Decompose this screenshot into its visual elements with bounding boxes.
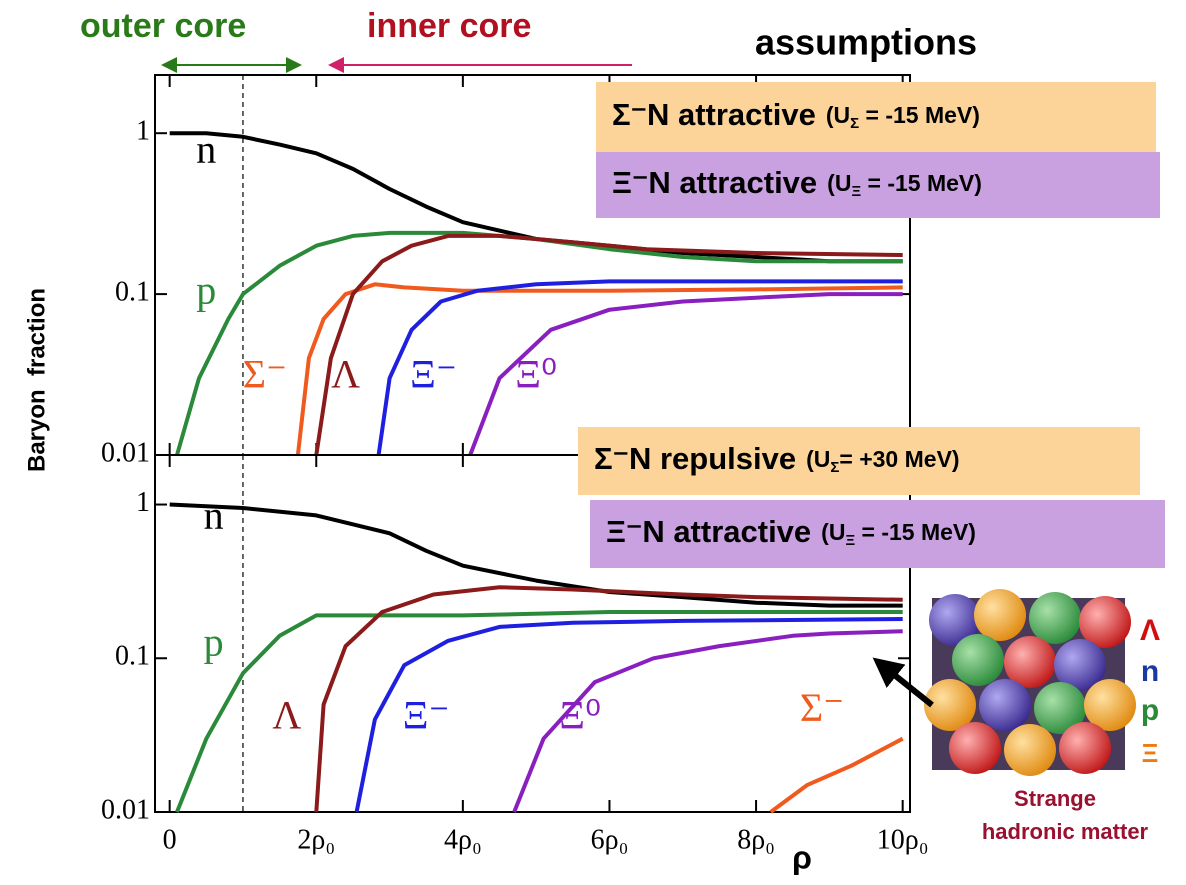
- annotation-subscript: Ξ: [845, 532, 855, 549]
- x-tick-label: 0: [163, 824, 177, 855]
- x-axis-label: ρ: [792, 839, 812, 875]
- y-tick-label: 1: [136, 487, 150, 518]
- annotation-detail: (U: [826, 102, 850, 128]
- annotation-subscript: Σ: [830, 459, 839, 476]
- series-label: Λ: [272, 693, 301, 738]
- spheres: [924, 589, 1136, 776]
- series-label: n: [204, 493, 224, 538]
- annotation-main: Σ⁻N attractive: [612, 97, 816, 132]
- annotations: Σ⁻N attractive(UΣ = -15 MeV)Ξ⁻N attracti…: [578, 82, 1165, 568]
- series-label: Σ⁻: [243, 351, 287, 396]
- inset-arrow: [882, 665, 932, 705]
- inset-label: Ξ: [1142, 738, 1159, 768]
- series-line: [177, 233, 903, 455]
- annotation: Ξ⁻N attractive (UΞ = -15 MeV): [612, 165, 982, 200]
- y-tick-label: 0.01: [101, 437, 150, 468]
- series-label: p: [204, 619, 224, 664]
- inset: Λ n p Ξ Strange hadronic matter: [882, 589, 1160, 844]
- y-axis-label: Baryon fraction: [23, 288, 50, 472]
- x-tick-label: 8ρ₀: [737, 824, 775, 855]
- annotation-detail: = -15 MeV): [859, 102, 980, 128]
- inset-label: n: [1141, 655, 1159, 688]
- annotation-detail: = -15 MeV): [855, 519, 976, 545]
- inset-caption: hadronic matter: [982, 819, 1149, 844]
- annotation-detail: (U: [821, 519, 845, 545]
- assumptions-title: assumptions: [755, 22, 977, 63]
- series-line: [771, 739, 903, 812]
- annotation-main: Ξ⁻N attractive: [606, 514, 811, 549]
- x-tick-label: 4ρ₀: [444, 824, 482, 855]
- y-tick-label: 1: [136, 116, 150, 147]
- inner-core-label: inner core: [367, 7, 531, 45]
- inset-label: Λ: [1140, 614, 1160, 647]
- y-tick-label: 0.1: [115, 277, 150, 308]
- inset-caption: Strange: [1014, 786, 1096, 811]
- series-label: Ξ⁻: [410, 351, 457, 396]
- inset-label: p: [1141, 694, 1159, 727]
- series-label: Λ: [331, 351, 360, 396]
- annotation-detail: (U: [827, 170, 851, 196]
- annotation-detail: = +30 MeV): [839, 446, 959, 472]
- series-label: Ξ⁰: [559, 693, 601, 738]
- outer-core-label: outer core: [80, 7, 246, 45]
- annotation-main: Σ⁻N repulsive: [594, 441, 796, 476]
- x-tick-label: 10ρ₀: [877, 824, 929, 855]
- series-label: Σ⁻: [800, 685, 844, 730]
- annotation: Ξ⁻N attractive (UΞ = -15 MeV): [606, 514, 976, 549]
- annotation: Σ⁻N attractive (UΣ = -15 MeV): [612, 97, 980, 132]
- series-label: n: [196, 126, 216, 171]
- x-tick-label: 6ρ₀: [591, 824, 629, 855]
- series-label: Ξ⁰: [515, 351, 557, 396]
- annotation-subscript: Ξ: [851, 183, 861, 200]
- y-tick-label: 0.1: [115, 641, 150, 672]
- annotation-detail: = -15 MeV): [861, 170, 982, 196]
- annotation-detail: (U: [806, 446, 830, 472]
- annotation-subscript: Σ: [850, 115, 859, 132]
- annotation: Σ⁻N repulsive (UΣ= +30 MeV): [594, 441, 960, 476]
- figure: outer core inner core assumptions Baryon…: [0, 0, 1186, 885]
- annotation-main: Ξ⁻N attractive: [612, 165, 817, 200]
- series-label: p: [196, 267, 216, 312]
- x-tick-label: 2ρ₀: [297, 824, 335, 855]
- series-label: Ξ⁻: [403, 693, 450, 738]
- y-tick-label: 0.01: [101, 794, 150, 825]
